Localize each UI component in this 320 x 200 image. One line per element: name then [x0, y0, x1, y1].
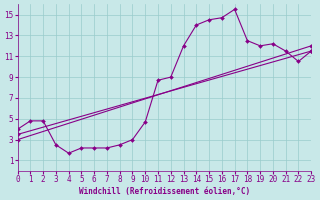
X-axis label: Windchill (Refroidissement éolien,°C): Windchill (Refroidissement éolien,°C)	[79, 187, 250, 196]
